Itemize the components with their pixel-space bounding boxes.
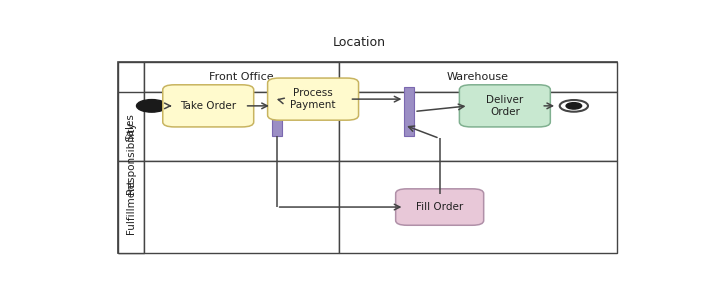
Bar (118, 92, 144, 161)
Text: Fulfillment: Fulfillment (125, 180, 135, 234)
Text: Sales: Sales (125, 113, 135, 141)
Bar (144, 62, 339, 92)
FancyBboxPatch shape (459, 85, 550, 127)
Text: Responsibility: Responsibility (125, 121, 135, 194)
Circle shape (559, 100, 588, 112)
Bar (339, 92, 618, 161)
Bar (118, 62, 618, 253)
Text: Location: Location (333, 36, 386, 49)
Circle shape (137, 100, 167, 112)
Text: Warehouse: Warehouse (447, 72, 509, 82)
Bar (118, 161, 144, 253)
Bar (144, 161, 339, 253)
Bar (339, 62, 618, 92)
Bar (339, 161, 618, 253)
Text: Deliver
Order: Deliver Order (486, 95, 524, 117)
Bar (404, 87, 414, 136)
Circle shape (566, 103, 582, 109)
Text: Front Office: Front Office (209, 72, 273, 82)
Text: Fill Order: Fill Order (416, 202, 463, 212)
FancyBboxPatch shape (268, 78, 358, 120)
Text: Process
Payment: Process Payment (290, 88, 336, 110)
Bar (272, 87, 282, 136)
Text: Take Order: Take Order (180, 101, 236, 111)
Bar (118, 62, 144, 253)
Bar (144, 92, 339, 161)
FancyBboxPatch shape (395, 189, 484, 225)
FancyBboxPatch shape (163, 85, 254, 127)
